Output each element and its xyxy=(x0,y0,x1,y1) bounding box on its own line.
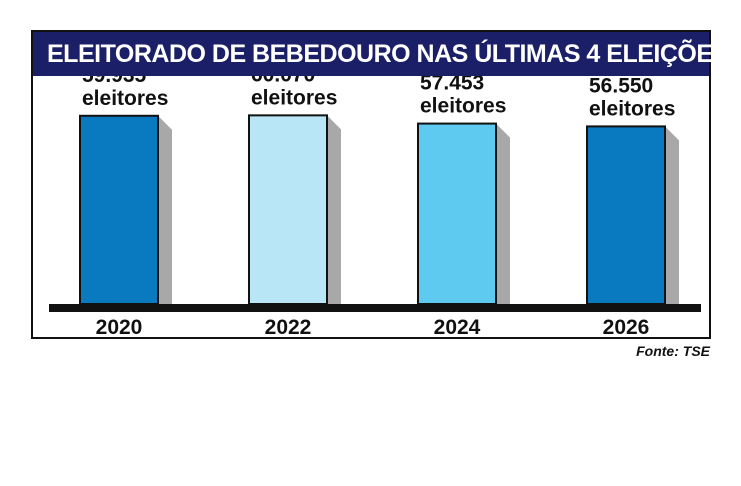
data-label-2020: 59.935eleitores xyxy=(82,76,168,110)
data-label-2026: 56.550 eleitores xyxy=(589,76,675,120)
bar-chart: 59.935eleitores 60.070eleitores 57.453elei… xyxy=(49,76,701,337)
data-label-2022: 60.070eleitores xyxy=(251,76,337,109)
bar-2024 xyxy=(417,122,497,306)
x-tick-2020: 2020 xyxy=(96,316,143,337)
bar-shadow-2024 xyxy=(496,123,510,305)
x-tick-2024: 2024 xyxy=(434,316,481,337)
bars xyxy=(79,114,666,306)
bar-shadows xyxy=(158,115,679,305)
bar-shadow-2020 xyxy=(158,115,172,305)
x-tick-labels: 2020 2022 2024 2026 xyxy=(96,316,650,337)
bar-shadow-2026 xyxy=(665,126,679,304)
bar-2020 xyxy=(79,114,159,306)
x-tick-2026: 2026 xyxy=(603,316,650,337)
baseline-axis xyxy=(49,304,701,312)
bar-shadow-2022 xyxy=(327,115,341,304)
bar-2022 xyxy=(248,114,328,305)
chart-frame: ELEITORADO DE BEBEDOURO NAS ÚLTIMAS 4 EL… xyxy=(31,30,729,339)
source-note: Fonte: TSE xyxy=(636,343,710,359)
data-labels: 59.935eleitores 60.070eleitores 57.453elei… xyxy=(82,76,675,120)
x-tick-2022: 2022 xyxy=(265,316,312,337)
bar-2026 xyxy=(586,125,666,305)
data-label-2024: 57.453 eleitores xyxy=(420,76,506,118)
chart-title: ELEITORADO DE BEBEDOURO NAS ÚLTIMAS 4 EL… xyxy=(33,32,729,76)
